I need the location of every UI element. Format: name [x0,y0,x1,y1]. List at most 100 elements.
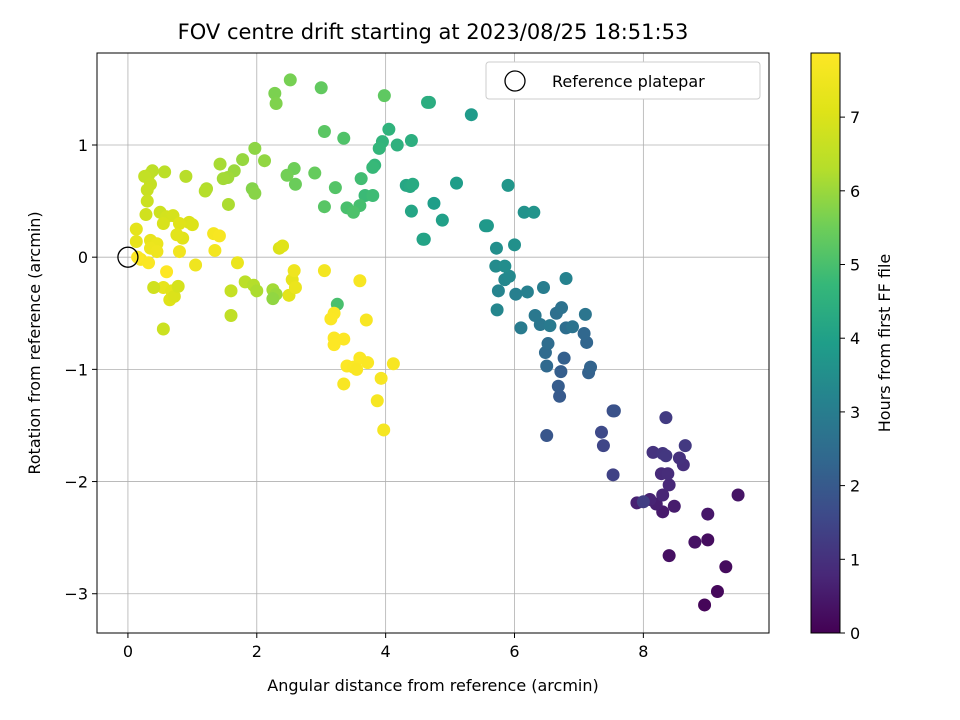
data-point [577,326,591,340]
data-point [490,303,504,317]
data-point [557,351,571,365]
data-point [212,229,226,243]
data-point [230,256,244,270]
data-point [536,280,550,294]
data-point [435,213,449,227]
data-point [701,533,715,547]
data-point [710,584,724,598]
data-point [498,259,512,273]
data-point [221,197,235,211]
x-axis-ticks: 0 2 4 6 8 [123,633,648,661]
data-point [327,338,341,352]
data-point [337,377,351,391]
data-point [559,271,573,285]
data-point [678,439,692,453]
data-point [288,280,302,294]
data-point [450,176,464,190]
y-axis-ticks: −3 −2 −1 0 1 [64,136,97,604]
data-point [156,322,170,336]
data-point [216,172,230,186]
data-point [185,218,199,232]
data-point [554,365,568,379]
data-point [606,468,620,482]
data-point [416,232,430,246]
colorbar-tick-label: 3 [850,403,860,422]
data-point [382,122,396,136]
data-point [596,439,610,453]
data-point [661,467,675,481]
data-point [268,86,282,100]
data-point [317,125,331,139]
data-point [359,313,373,327]
y-tick-label: 1 [78,136,88,155]
data-point [377,423,391,437]
data-point [224,309,238,323]
data-point [636,495,650,509]
data-point [527,205,541,219]
data-point [489,259,503,273]
data-point [337,332,351,346]
data-point [353,274,367,288]
data-point [404,204,418,218]
data-point [170,228,184,242]
grid [97,53,769,633]
data-point [514,321,528,335]
data-point [701,507,715,521]
data-point [208,243,222,257]
data-point [150,245,164,259]
legend-marker-icon [504,70,526,92]
data-point [129,222,143,236]
data-point [659,449,673,463]
data-point [719,560,733,574]
data-point [276,239,290,253]
scatter-points [129,73,745,612]
data-point [366,188,380,202]
data-point [520,285,534,299]
y-tick-label: 0 [78,248,88,267]
data-point [731,488,745,502]
data-point [248,186,262,200]
data-point [377,89,391,103]
data-point [421,95,435,109]
data-point [139,208,153,222]
x-tick-label: 4 [381,642,391,661]
data-point [501,178,515,192]
reference-marker [117,246,139,268]
data-point [140,183,154,197]
data-point [656,488,670,502]
data-point [314,81,328,95]
colorbar-label: Hours from first FF file [875,254,894,433]
data-point [172,217,186,231]
data-point [667,499,681,513]
legend: Reference platepar [485,61,761,100]
data-point [584,360,598,374]
data-point [386,357,400,371]
legend-box [485,61,761,100]
data-point [308,166,322,180]
y-tick-label: −1 [64,360,88,379]
y-axis-label: Rotation from reference (arcmin) [25,211,44,474]
colorbar-tick-label: 0 [850,624,860,643]
colorbar-tick-label: 2 [850,477,860,496]
data-point [198,184,212,198]
data-point [140,194,154,208]
data-point [288,177,302,191]
plot-frame [96,52,770,634]
data-point [646,445,660,459]
data-point [565,320,579,334]
data-point [317,264,331,278]
data-point [553,389,567,403]
data-point [659,411,673,425]
data-point [129,234,143,248]
data-point [366,160,380,174]
data-point [346,205,360,219]
data-point [688,535,702,549]
data-point [662,478,676,492]
data-point [317,200,331,214]
data-point [328,181,342,195]
data-point [147,280,161,294]
data-point [374,371,388,385]
colorbar-tick-label: 4 [850,329,860,348]
data-point [287,264,301,278]
data-point [250,284,264,298]
